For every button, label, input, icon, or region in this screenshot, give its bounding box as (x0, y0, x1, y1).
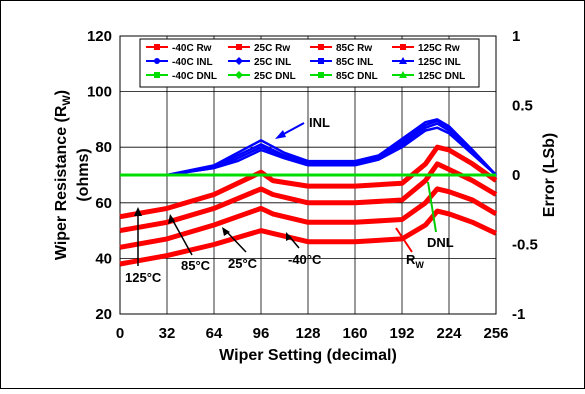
x-tick-label: 0 (116, 325, 124, 342)
inl-line-125c (120, 118, 497, 177)
legend-label: -40C DNL (172, 71, 217, 82)
legend-label: 125C DNL (418, 71, 465, 82)
legend-marker (154, 58, 160, 64)
rw-annotation: RW (406, 252, 424, 270)
legend-label: 25C DNL (254, 71, 296, 82)
-40c-annotation-arrowhead (286, 232, 292, 241)
legend-label: 25C Rw (254, 43, 290, 54)
y-left-tick-label: 40 (95, 250, 112, 267)
legend-label: 85C INL (336, 57, 373, 68)
y-right-tick-label: -0.5 (512, 237, 538, 254)
inl-annotation: INL (309, 115, 330, 130)
y-right-tick-label: -1 (512, 306, 525, 323)
x-tick-labels: 0 32 64 96 128 160 192 224 256 (116, 325, 509, 342)
125c-annotation: 125°C (125, 270, 162, 285)
dnl-annotation-arrow (427, 181, 437, 233)
legend-label: 125C Rw (418, 43, 460, 54)
dnl-annotation: DNL (427, 235, 454, 250)
y-right-axis-label: Error (LSb) (541, 133, 558, 217)
rw-series (119, 144, 498, 267)
85c-annotation-arrow (171, 218, 193, 256)
y-left-tick-label: 80 (95, 139, 112, 156)
legend-label: -40C INL (172, 57, 213, 68)
y-left-label-end: ) (53, 90, 70, 95)
legend-label: 25C INL (254, 57, 291, 68)
legend-label: 85C Rw (336, 43, 372, 54)
legend-marker (154, 44, 160, 50)
y-right-tick-labels: -1 -0.5 0 0.5 1 (512, 28, 538, 323)
y-left-tick-label: 100 (87, 84, 112, 101)
legend-marker (399, 71, 407, 78)
rw-annotation-arrow (395, 227, 413, 253)
rw-line-25c (119, 186, 498, 250)
legend-marker (399, 57, 407, 64)
legend-marker (235, 57, 243, 65)
legend-marker (236, 44, 242, 50)
rw-line-85c (119, 161, 498, 234)
25c-annotation-arrowhead (222, 227, 230, 236)
y-left-axis-label: Wiper Resistance (RW) (53, 90, 73, 260)
85c-annotation: 85°C (181, 258, 211, 273)
x-tick-label: 96 (253, 325, 270, 342)
y-left-tick-label: 120 (87, 28, 112, 45)
legend-marker (400, 44, 406, 50)
legend-marker (318, 72, 324, 78)
y-right-tick-label: 0.5 (512, 98, 533, 115)
y-left-label-main: Wiper Resistance (R (53, 105, 70, 260)
legend-label: -40C Rw (172, 43, 212, 54)
inl-line-25c (120, 122, 497, 177)
rw-line-125c (119, 144, 498, 220)
85c-annotation-arrowhead (168, 214, 175, 224)
25c-annotation-arrow (225, 230, 247, 253)
y-right-tick-label: 1 (512, 28, 520, 45)
y-left-tick-label: 20 (95, 306, 112, 323)
x-axis-label: Wiper Setting (decimal) (219, 347, 397, 364)
x-tick-label: 64 (206, 325, 223, 342)
legend-box (139, 38, 480, 88)
legend-marker (318, 58, 324, 64)
x-tick-label: 256 (483, 325, 508, 342)
x-tick-label: 160 (342, 325, 367, 342)
125c-annotation-arrowhead (134, 207, 142, 216)
x-tick-label: 192 (389, 325, 414, 342)
x-tick-label: 128 (295, 325, 320, 342)
legend-label: 85C DNL (336, 71, 378, 82)
rw-annotation-sub: W (415, 260, 424, 270)
rw-annotation-main: R (406, 252, 416, 267)
rw-line--40c (119, 208, 498, 267)
y-left-label-sub: W (61, 95, 73, 106)
25c-annotation: 25°C (228, 256, 258, 271)
inl-annotation-arrowhead (275, 130, 286, 139)
annotations: INL DNL RW 125°C 85°C 25°C -40°C (125, 115, 454, 285)
x-tick-label: 32 (159, 325, 176, 342)
y-left-tick-labels: 20 40 60 80 100 120 (87, 28, 112, 323)
legend-label: 125C INL (418, 57, 461, 68)
x-tick-label: 224 (436, 325, 462, 342)
y-right-tick-label: 0 (512, 167, 520, 184)
y-left-axis-units: (ohms) (75, 148, 92, 201)
inl-series (120, 118, 497, 177)
legend: -40C Rw 25C Rw 85C Rw 125C Rw -40C INL 25C IN… (139, 38, 480, 88)
legend-marker (235, 71, 243, 79)
y-left-tick-label: 60 (95, 195, 112, 212)
legend-marker (154, 72, 160, 78)
-40c-annotation: -40°C (288, 252, 322, 267)
legend-marker (318, 44, 324, 50)
